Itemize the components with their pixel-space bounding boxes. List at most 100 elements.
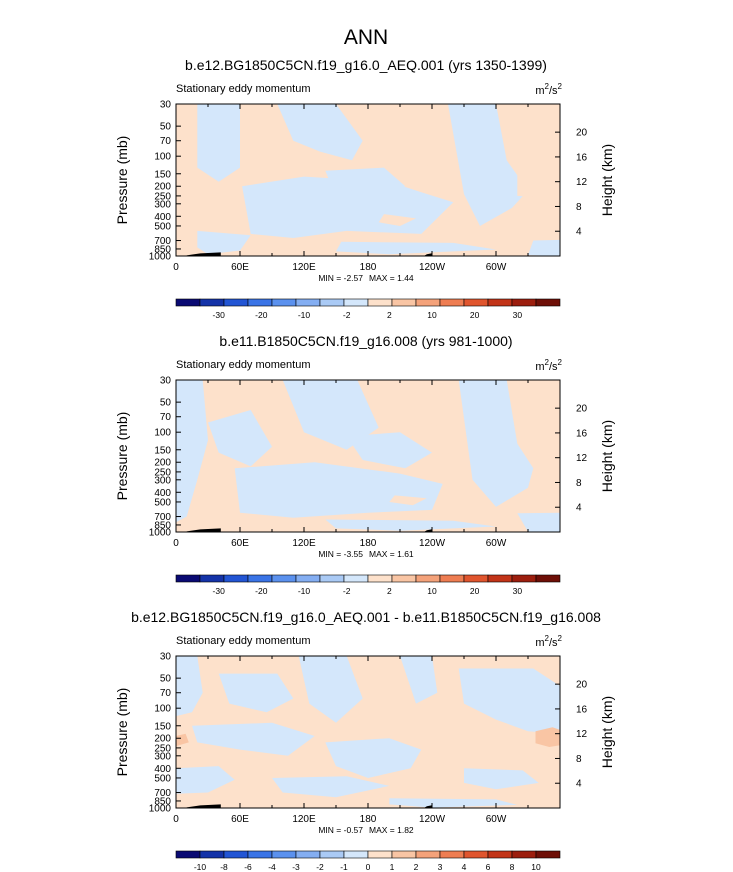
y-tick-label: 500 <box>154 221 171 232</box>
y-tick-label: 300 <box>154 475 171 486</box>
contour-region-negative <box>192 722 315 756</box>
colorbar-swatch <box>247 574 273 583</box>
y-tick-label: 250 <box>154 743 171 754</box>
min-max-stats: MIN = -2.57 MAX = 1.44 <box>318 273 414 283</box>
colorbar-swatch <box>271 574 297 583</box>
max-label: MAX = <box>369 825 397 835</box>
contour-region-positive <box>517 170 544 198</box>
min-max-stats: MIN = -3.55 MAX = 1.61 <box>318 549 414 559</box>
y-tick-label: 700 <box>154 512 171 523</box>
height-tick-label: 4 <box>576 779 582 790</box>
colorbar-label: -2 <box>316 862 324 872</box>
colorbar-swatch <box>367 574 393 583</box>
colorbar-swatch <box>511 850 537 859</box>
units-sup: 2 <box>558 358 563 367</box>
colorbar-label: 1 <box>390 862 395 872</box>
colorbar-swatch <box>319 298 345 307</box>
terrain-mask <box>186 528 221 532</box>
height-tick-label: 12 <box>576 453 588 464</box>
y-tick-label: 850 <box>154 796 171 807</box>
y-tick-label: 300 <box>154 199 171 210</box>
colorbar-swatch <box>415 850 441 859</box>
terrain-mask <box>423 805 432 809</box>
min-value: -3.55 <box>344 549 364 559</box>
contour-region-negative <box>197 230 251 255</box>
colorbar-swatch <box>511 574 537 583</box>
units-base: m <box>535 637 544 649</box>
x-tick-label: 0 <box>173 538 179 549</box>
contour-region-negative <box>325 738 422 778</box>
x-tick-label: 120W <box>419 814 446 825</box>
colorbar-swatch <box>415 574 441 583</box>
y-tick-label: 150 <box>154 169 171 180</box>
colorbar-swatch <box>463 298 489 307</box>
y-tick-label: 500 <box>154 773 171 784</box>
y-tick-label: 200 <box>154 458 171 469</box>
y-axis-label-right: Height (km) <box>599 144 615 216</box>
colorbar-swatch <box>391 298 417 307</box>
colorbar-swatch <box>247 850 273 859</box>
contour-region-negative <box>325 167 406 195</box>
colorbar-label: 3 <box>438 862 443 872</box>
height-tick-label: 12 <box>576 177 588 188</box>
colorbar-swatch <box>391 574 417 583</box>
panel-title: b.e12.BG1850C5CN.f19_g16.0_AEQ.001 (yrs … <box>185 57 547 73</box>
max-value: 1.61 <box>397 549 414 559</box>
height-tick-label: 8 <box>576 478 582 489</box>
colorbar-swatch <box>487 850 513 859</box>
left-string: Stationary eddy momentum <box>176 635 311 647</box>
contour-field <box>176 656 560 808</box>
colorbar-label: -30 <box>213 586 226 596</box>
y-tick-label: 1000 <box>149 528 172 539</box>
colorbar-swatch <box>343 298 369 307</box>
contour-region-negative <box>298 656 363 723</box>
contour-region-negative <box>234 462 443 518</box>
height-tick-label: 20 <box>576 404 588 415</box>
contour-region-positive-strong <box>176 733 189 747</box>
colorbar-swatch <box>223 850 249 859</box>
colorbar-label: 10 <box>427 310 437 320</box>
y-tick-label: 200 <box>154 734 171 745</box>
contour-region-positive <box>389 495 427 506</box>
contour-region-negative <box>346 432 432 469</box>
colorbar: -30 -20 -10 -2 2 10 20 30 <box>175 574 561 596</box>
colorbar-swatch <box>343 574 369 583</box>
y-axis-label-right: Height (km) <box>599 696 615 768</box>
y-tick-label: 50 <box>160 398 172 409</box>
y-tick-label: 500 <box>154 497 171 508</box>
y-tick-label: 50 <box>160 122 172 133</box>
contour-region-negative <box>176 656 203 717</box>
units-mid: /s <box>549 361 558 373</box>
units-sup: 2 <box>545 82 550 91</box>
units-mid: /s <box>549 637 558 649</box>
colorbar-swatch <box>487 574 513 583</box>
x-tick-label: 60W <box>486 538 507 549</box>
colorbar-swatch <box>511 298 537 307</box>
chart-panel-1: b.e12.BG1850C5CN.f19_g16.0_AEQ.001 (yrs … <box>114 57 615 320</box>
page-title: ANN <box>344 26 388 49</box>
colorbar-swatch <box>199 298 225 307</box>
colorbar-swatch <box>199 574 225 583</box>
colorbar-label: 2 <box>387 586 392 596</box>
contour-region-negative <box>517 512 560 532</box>
colorbar: -10 -8 -6 -4 -3 -2 -1 0 1 2 3 4 6 8 10 <box>175 850 561 872</box>
min-label: MIN = <box>318 825 343 835</box>
height-tick-label: 16 <box>576 704 588 715</box>
contour-region-negative <box>464 768 539 790</box>
colorbar-swatch <box>415 298 441 307</box>
y-tick-label: 150 <box>154 721 171 732</box>
colorbar-swatch <box>535 850 561 859</box>
colorbar-swatch <box>295 850 321 859</box>
colorbar-label: -4 <box>268 862 276 872</box>
y-tick-label: 400 <box>154 488 171 499</box>
y-axis-label: Pressure (mb) <box>114 412 130 501</box>
x-tick-label: 0 <box>173 814 179 825</box>
x-tick-label: 120E <box>292 538 316 549</box>
contour-region-negative <box>277 104 363 161</box>
contour-region-negative <box>400 656 438 704</box>
colorbar-label: 8 <box>510 862 515 872</box>
y-tick-label: 150 <box>154 445 171 456</box>
colorbar-swatch <box>535 574 561 583</box>
colorbar-swatch <box>295 298 321 307</box>
max-value: 1.82 <box>397 825 414 835</box>
